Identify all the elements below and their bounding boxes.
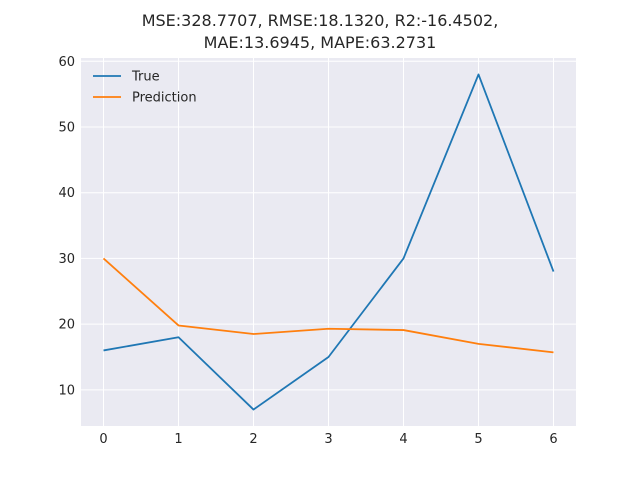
y-tick-label: 10: [58, 383, 75, 398]
x-tick-label: 6: [549, 432, 557, 447]
x-tick-label: 5: [474, 432, 482, 447]
x-axis-ticks: 0 1 2 3 4 5 6: [99, 432, 557, 447]
y-tick-label: 50: [58, 121, 75, 136]
legend-label: Prediction: [132, 91, 197, 106]
y-tick: 50: [58, 121, 75, 136]
y-tick: 10: [58, 383, 75, 398]
legend-item-prediction: Prediction: [93, 91, 197, 106]
x-tick-label: 3: [324, 432, 332, 447]
y-tick-label: 60: [58, 55, 75, 70]
legend-item-true: True: [93, 70, 160, 85]
legend: True Prediction: [93, 70, 197, 106]
x-tick: 6: [549, 432, 557, 447]
y-tick: 40: [58, 186, 75, 201]
y-tick-label: 20: [58, 318, 75, 333]
x-tick-label: 1: [174, 432, 182, 447]
x-tick: 3: [324, 432, 332, 447]
grid-lines: [81, 58, 576, 426]
chart-title-line-2: MAE:13.6945, MAPE:63.2731: [203, 33, 437, 52]
x-tick-label: 4: [399, 432, 407, 447]
legend-label: True: [131, 70, 160, 85]
x-tick: 4: [399, 432, 407, 447]
y-tick: 20: [58, 318, 75, 333]
y-tick: 60: [58, 55, 75, 70]
x-tick: 0: [99, 432, 107, 447]
chart-title-line-1: MSE:328.7707, RMSE:18.1320, R2:-16.4502,: [141, 11, 499, 30]
y-tick: 30: [58, 252, 75, 267]
x-tick: 2: [249, 432, 257, 447]
series-line-prediction: [102, 257, 554, 354]
y-tick-label: 30: [58, 252, 75, 267]
series-lines: [102, 73, 555, 411]
x-tick: 5: [474, 432, 482, 447]
y-axis-ticks: 10 20 30 40 50 60: [58, 55, 75, 399]
x-tick-label: 0: [99, 432, 107, 447]
series-line-true: [103, 73, 555, 411]
x-tick-label: 2: [249, 432, 257, 447]
y-tick-label: 40: [58, 186, 75, 201]
x-tick: 1: [174, 432, 182, 447]
